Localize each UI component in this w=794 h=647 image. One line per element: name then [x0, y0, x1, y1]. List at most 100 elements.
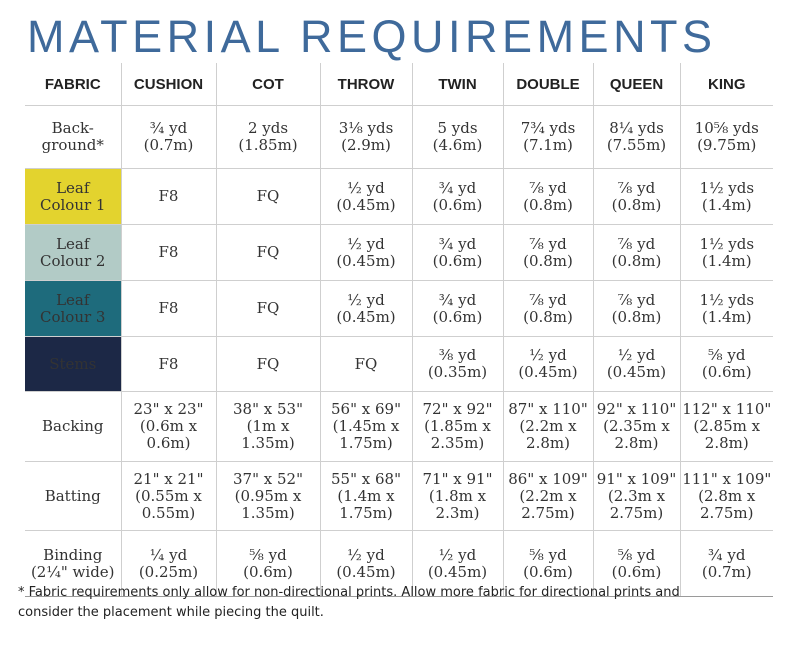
- row-label-line: Backing: [41, 417, 104, 435]
- cell-line: (0.6m): [701, 363, 752, 381]
- cell-line: 92" x 110": [596, 400, 677, 418]
- cell-line: 2.75m): [521, 503, 575, 522]
- cell-line: FQ: [256, 243, 280, 261]
- cell-line: FQ: [256, 299, 280, 317]
- table-cell: 87" x 110" (2.2m x 2.8m): [502, 391, 593, 462]
- cell-line: 2.3m): [435, 503, 480, 522]
- table-cell: 56" x 69" (1.45m x 1.75m): [319, 391, 412, 462]
- cell-line: (0.8m): [611, 195, 662, 214]
- cell-line: 2.75m): [700, 503, 754, 522]
- table-cell: 1½ yds (1.4m): [679, 224, 773, 281]
- column-header-cushion: CUSHION: [120, 63, 216, 106]
- cell-line: 56" x 69": [331, 400, 401, 418]
- table-cell: 1½ yds (1.4m): [679, 168, 773, 225]
- cell-line: (0.7m): [143, 136, 194, 154]
- footnote: * Fabric requirements only allow for non…: [18, 583, 778, 623]
- cell-line: 111" x 109": [682, 469, 772, 488]
- row-label-line: Colour 1: [40, 195, 106, 214]
- cell-line: F8: [158, 243, 179, 261]
- table-cell: 86" x 109" (2.2m x 2.75m): [502, 461, 593, 531]
- cell-line: ¾ yd: [438, 234, 477, 253]
- cell-line: (0.45m): [427, 562, 488, 581]
- cell-line: ⅞ yd: [617, 290, 656, 309]
- table-cell: ½ yd (0.45m): [592, 336, 680, 392]
- cell-line: (0.6m x: [139, 417, 198, 435]
- table-cell: ⅞ yd (0.8m): [592, 168, 680, 225]
- cell-line: 3⅛ yds: [338, 119, 394, 137]
- table-cell: F8: [120, 168, 216, 225]
- cell-line: F8: [158, 299, 179, 317]
- row-label-line: (2¼" wide): [30, 562, 115, 581]
- column-header-double: DOUBLE: [502, 63, 593, 106]
- table-cell: 21" x 21" (0.55m x 0.55m): [120, 461, 216, 531]
- cell-line: ⅜ yd: [438, 346, 477, 364]
- table-row-leaf-colour-1: Leaf Colour 1 F8 FQ ½ yd (0.45m) ¾ yd (0.6m) ⅞ y…: [25, 168, 773, 225]
- row-label-line: ground*: [41, 136, 104, 154]
- cell-line: ⅝ yd: [617, 545, 656, 564]
- column-header-cot: COT: [215, 63, 320, 106]
- cell-line: (0.8m): [523, 307, 573, 326]
- cell-line: 38" x 53": [233, 400, 303, 418]
- cell-line: 1.75m): [339, 434, 393, 452]
- cell-line: (2.8m x: [698, 486, 756, 505]
- table-cell: FQ: [215, 280, 320, 337]
- cell-line: (1.4m): [701, 251, 752, 270]
- cell-line: 1.35m): [241, 503, 295, 522]
- cell-line: (2.2m x: [519, 486, 577, 505]
- cell-line: 112" x 110": [682, 400, 772, 418]
- row-label-batting: Batting: [25, 461, 121, 531]
- cell-line: (2.85m x: [693, 417, 761, 435]
- cell-line: (0.55m x: [135, 486, 202, 505]
- table-cell: 10⅝ yds (9.75m): [679, 105, 773, 169]
- cell-line: 71" x 91": [422, 469, 493, 488]
- header-row: FABRIC CUSHION COT THROW TWIN DOUBLE QUE…: [25, 63, 773, 106]
- cell-line: 1½ yds: [699, 178, 755, 197]
- table-cell: ½ yd (0.45m): [319, 530, 412, 597]
- cell-line: 91" x 109": [596, 469, 677, 488]
- cell-line: (2.9m): [341, 136, 391, 154]
- table-cell: ⅝ yd (0.6m): [215, 530, 320, 597]
- table-cell: ½ yd (0.45m): [319, 168, 412, 225]
- cell-line: 2.8m): [526, 434, 570, 452]
- table-cell: ⅝ yd (0.6m): [502, 530, 593, 597]
- table-row-leaf-colour-3: Leaf Colour 3 F8 FQ ½ yd (0.45m) ¾ yd (0.6m) ⅞ y…: [25, 280, 773, 337]
- cell-line: ⅝ yd: [708, 346, 746, 364]
- cell-line: (0.45m): [336, 307, 396, 326]
- cell-line: F8: [158, 187, 179, 205]
- table-cell: ¾ yd (0.6m): [411, 280, 503, 337]
- cell-line: 2.35m): [430, 434, 485, 452]
- cell-line: 1.35m): [241, 434, 295, 452]
- cell-line: (7.1m): [523, 136, 573, 154]
- cell-line: (0.8m): [611, 251, 662, 270]
- table-cell: ⅜ yd (0.35m): [411, 336, 503, 392]
- table-cell: 2 yds (1.85m): [215, 105, 320, 169]
- cell-line: 23" x 23": [133, 400, 204, 418]
- cell-line: (2.2m x: [519, 417, 577, 435]
- cell-line: (2.35m x: [603, 417, 670, 435]
- cell-line: (1.45m x: [332, 417, 400, 435]
- table-row-background: Back-ground* ¾ yd (0.7m) 2 yds (1.85m) 3⅛ yds…: [25, 105, 773, 169]
- table-cell: ½ yd (0.45m): [319, 280, 412, 337]
- table-row-batting: Batting 21" x 21" (0.55m x 0.55m) 37" x 52"(…: [25, 461, 773, 531]
- cell-line: (0.8m): [523, 195, 573, 214]
- row-label-binding: Binding (2¼" wide): [25, 530, 121, 597]
- cell-line: ⅝ yd: [529, 545, 567, 564]
- cell-line: (0.45m): [336, 251, 396, 270]
- cell-line: (0.45m): [336, 195, 396, 214]
- material-requirements-table: FABRIC CUSHION COT THROW TWIN DOUBLE QUE…: [25, 63, 773, 597]
- row-label-line: Binding: [43, 545, 103, 564]
- cell-line: 10⅝ yds: [694, 119, 759, 137]
- cell-line: 55" x 68": [331, 469, 401, 488]
- table-cell: ¾ yd (0.7m): [120, 105, 216, 169]
- footnote-line-2: consider the placement while piecing the…: [18, 605, 324, 620]
- cell-line: 86" x 109": [508, 469, 588, 488]
- row-label-line: Leaf: [56, 290, 90, 309]
- table-cell: 7¾ yds (7.1m): [502, 105, 593, 169]
- table-cell: 1½ yds (1.4m): [679, 280, 773, 337]
- cell-line: (0.35m): [427, 363, 488, 381]
- cell-line: (1.4m x: [337, 486, 395, 505]
- cell-line: FQ: [256, 187, 280, 205]
- cell-line: (0.25m): [138, 562, 199, 581]
- table-cell: 111" x 109" (2.8m x 2.75m): [679, 461, 773, 531]
- table-cell: 8¼ yds (7.55m): [592, 105, 680, 169]
